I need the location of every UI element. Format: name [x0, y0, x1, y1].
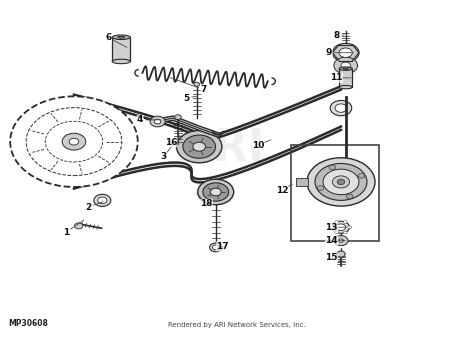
- Circle shape: [335, 231, 338, 234]
- Circle shape: [347, 226, 351, 228]
- Circle shape: [210, 188, 221, 196]
- Circle shape: [194, 82, 200, 86]
- Circle shape: [210, 243, 222, 252]
- Circle shape: [335, 104, 347, 112]
- Circle shape: [337, 251, 345, 257]
- Circle shape: [337, 179, 345, 185]
- Text: 9: 9: [326, 48, 332, 57]
- Circle shape: [183, 135, 216, 158]
- Ellipse shape: [339, 67, 352, 70]
- Circle shape: [198, 179, 234, 205]
- Circle shape: [174, 115, 181, 120]
- Text: ARI: ARI: [180, 127, 265, 170]
- Circle shape: [332, 221, 349, 233]
- Text: 15: 15: [325, 253, 338, 262]
- Text: MP30608: MP30608: [8, 319, 48, 328]
- Circle shape: [26, 108, 122, 176]
- Circle shape: [74, 223, 83, 229]
- Bar: [339, 69, 352, 87]
- Circle shape: [341, 62, 350, 69]
- Circle shape: [45, 121, 103, 162]
- Circle shape: [332, 43, 359, 62]
- Text: 5: 5: [183, 94, 190, 102]
- Text: 7: 7: [201, 85, 207, 94]
- Text: 10: 10: [252, 141, 264, 150]
- Ellipse shape: [343, 68, 348, 69]
- Circle shape: [343, 221, 347, 223]
- Circle shape: [329, 165, 336, 170]
- Circle shape: [346, 194, 353, 199]
- Circle shape: [94, 194, 111, 207]
- Ellipse shape: [112, 35, 130, 39]
- Text: 4: 4: [137, 115, 143, 124]
- Circle shape: [330, 226, 334, 228]
- Text: 12: 12: [276, 186, 288, 195]
- Text: 3: 3: [161, 152, 167, 161]
- Circle shape: [193, 142, 206, 151]
- Text: 13: 13: [325, 223, 338, 232]
- Text: 2: 2: [85, 203, 91, 212]
- Circle shape: [150, 116, 165, 127]
- Circle shape: [155, 119, 161, 124]
- Circle shape: [338, 239, 343, 242]
- Circle shape: [176, 130, 222, 163]
- Text: 17: 17: [217, 242, 229, 251]
- Bar: [296, 178, 308, 186]
- Ellipse shape: [118, 36, 125, 38]
- Circle shape: [212, 245, 219, 250]
- Circle shape: [69, 138, 79, 145]
- Text: 14: 14: [325, 236, 338, 245]
- Text: 18: 18: [200, 199, 212, 208]
- Circle shape: [343, 231, 347, 234]
- Circle shape: [317, 186, 324, 190]
- Circle shape: [336, 224, 346, 231]
- Text: 8: 8: [333, 31, 339, 40]
- Circle shape: [339, 48, 352, 57]
- Circle shape: [334, 57, 357, 74]
- Text: 1: 1: [63, 228, 69, 237]
- Ellipse shape: [112, 59, 130, 64]
- Circle shape: [330, 100, 352, 116]
- Circle shape: [323, 169, 359, 195]
- Bar: [292, 145, 379, 241]
- Circle shape: [334, 236, 348, 246]
- Text: 6: 6: [105, 33, 111, 42]
- Circle shape: [10, 96, 138, 187]
- Circle shape: [62, 133, 86, 150]
- Bar: [112, 37, 130, 61]
- Circle shape: [307, 158, 375, 206]
- Circle shape: [358, 174, 365, 178]
- Circle shape: [98, 197, 107, 204]
- Circle shape: [335, 221, 338, 223]
- Text: 11: 11: [330, 73, 343, 82]
- Ellipse shape: [339, 86, 352, 89]
- Text: 16: 16: [164, 138, 177, 147]
- Text: Rendered by ARI Network Services, Inc.: Rendered by ARI Network Services, Inc.: [168, 322, 306, 328]
- Circle shape: [203, 183, 228, 201]
- Circle shape: [315, 163, 367, 201]
- Circle shape: [332, 176, 349, 188]
